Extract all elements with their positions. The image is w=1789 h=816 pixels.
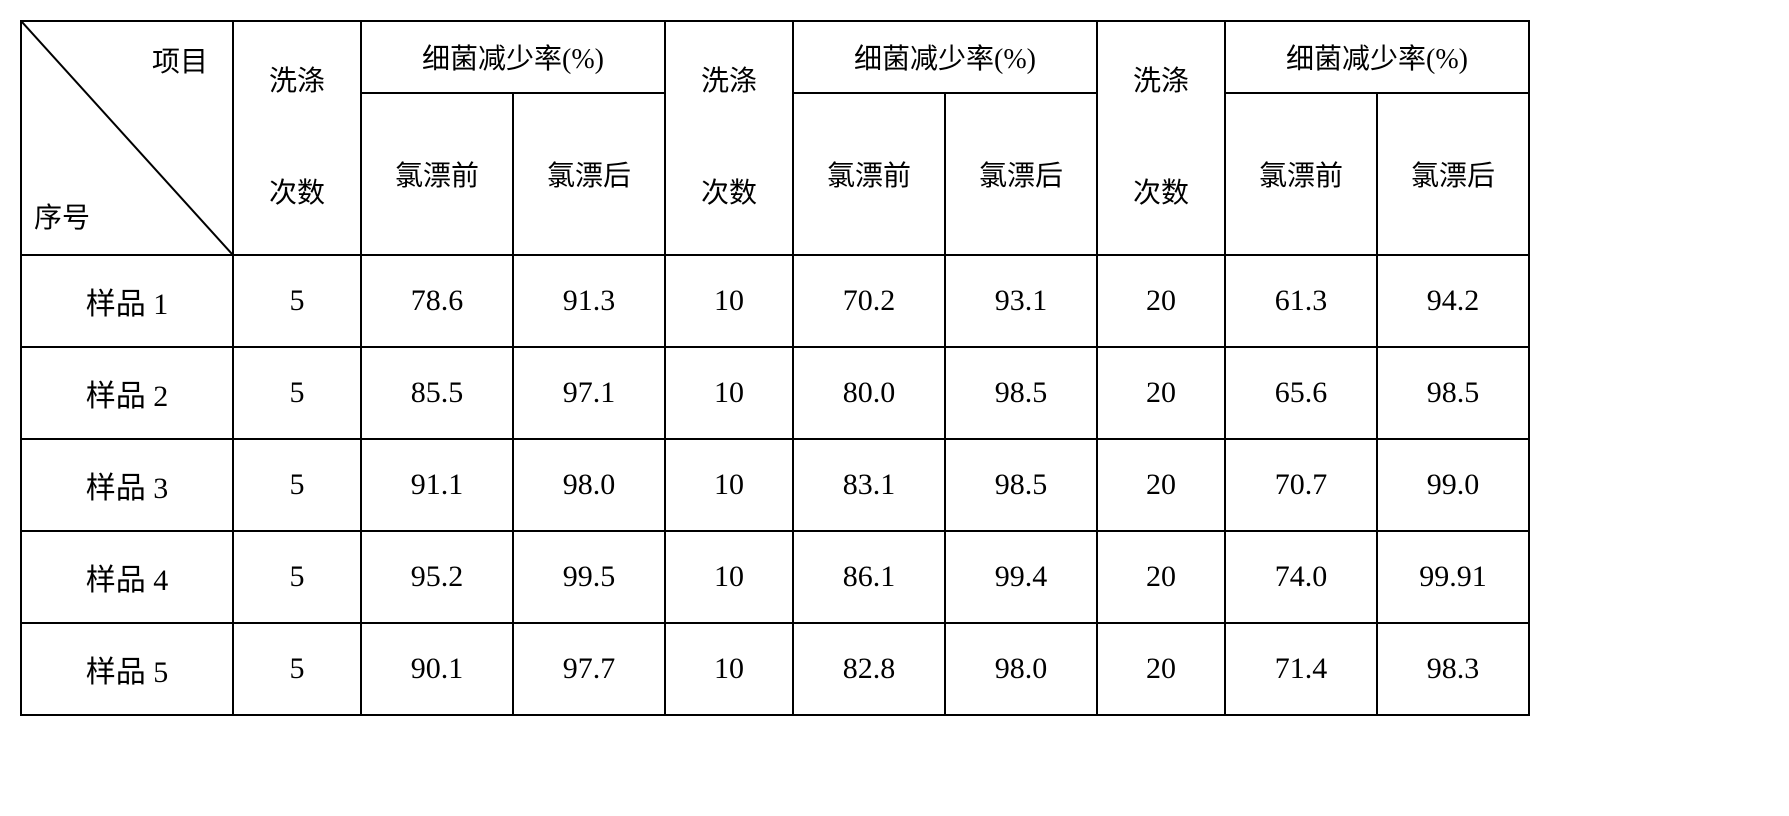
after-value-cell: 91.3 — [513, 255, 665, 347]
before-value-cell: 85.5 — [361, 347, 513, 439]
after-chlorine-2: 氯漂后 — [945, 93, 1097, 255]
before-value-cell: 82.8 — [793, 623, 945, 715]
wash-count-cell: 20 — [1097, 623, 1225, 715]
after-value-cell: 97.1 — [513, 347, 665, 439]
row-label: 样品 2 — [21, 347, 233, 439]
wash-count-cell: 5 — [233, 347, 361, 439]
before-chlorine-2: 氯漂前 — [793, 93, 945, 255]
after-value-cell: 94.2 — [1377, 255, 1529, 347]
before-value-cell: 71.4 — [1225, 623, 1377, 715]
after-value-cell: 99.4 — [945, 531, 1097, 623]
before-value-cell: 65.6 — [1225, 347, 1377, 439]
after-value-cell: 98.5 — [945, 439, 1097, 531]
header-top-label: 项目 — [152, 40, 208, 80]
table-body: 样品 1578.691.31070.293.12061.394.2样品 2585… — [21, 255, 1529, 715]
before-value-cell: 91.1 — [361, 439, 513, 531]
diagonal-header-cell: 项目 序号 — [21, 21, 233, 255]
row-label: 样品 1 — [21, 255, 233, 347]
after-value-cell: 99.91 — [1377, 531, 1529, 623]
before-value-cell: 70.7 — [1225, 439, 1377, 531]
wash-count-cell: 5 — [233, 439, 361, 531]
before-value-cell: 61.3 — [1225, 255, 1377, 347]
before-value-cell: 86.1 — [793, 531, 945, 623]
before-value-cell: 80.0 — [793, 347, 945, 439]
wash-count-header-1: 洗涤 次数 — [233, 21, 361, 255]
after-value-cell: 98.5 — [945, 347, 1097, 439]
before-value-cell: 70.2 — [793, 255, 945, 347]
after-value-cell: 99.5 — [513, 531, 665, 623]
wash-count-cell: 20 — [1097, 531, 1225, 623]
after-value-cell: 97.7 — [513, 623, 665, 715]
after-value-cell: 98.5 — [1377, 347, 1529, 439]
before-chlorine-3: 氯漂前 — [1225, 93, 1377, 255]
after-value-cell: 98.3 — [1377, 623, 1529, 715]
bacteria-reduction-table: 项目 序号 洗涤 次数 细菌减少率(%) 洗涤 次数 细菌减少率(%) 洗涤 次… — [20, 20, 1530, 716]
wash-count-cell: 10 — [665, 531, 793, 623]
wash-count-cell: 5 — [233, 531, 361, 623]
wash-count-cell: 10 — [665, 347, 793, 439]
reduction-rate-header-2: 细菌减少率(%) — [793, 21, 1097, 93]
wash-count-cell: 10 — [665, 255, 793, 347]
header-row-1: 项目 序号 洗涤 次数 细菌减少率(%) 洗涤 次数 细菌减少率(%) 洗涤 次… — [21, 21, 1529, 93]
wash-line1: 洗涤 — [1133, 66, 1189, 97]
wash-line1: 洗涤 — [701, 66, 757, 97]
after-value-cell: 98.0 — [513, 439, 665, 531]
header-bottom-label: 序号 — [34, 196, 90, 236]
after-chlorine-1: 氯漂后 — [513, 93, 665, 255]
wash-count-cell: 10 — [665, 623, 793, 715]
wash-count-cell: 20 — [1097, 347, 1225, 439]
wash-count-cell: 20 — [1097, 439, 1225, 531]
table-row: 样品 1578.691.31070.293.12061.394.2 — [21, 255, 1529, 347]
data-table-container: 项目 序号 洗涤 次数 细菌减少率(%) 洗涤 次数 细菌减少率(%) 洗涤 次… — [20, 20, 1530, 716]
wash-count-cell: 10 — [665, 439, 793, 531]
wash-line1: 洗涤 — [269, 66, 325, 97]
reduction-rate-header-1: 细菌减少率(%) — [361, 21, 665, 93]
wash-line2: 次数 — [701, 178, 757, 209]
wash-count-cell: 5 — [233, 623, 361, 715]
wash-count-cell: 20 — [1097, 255, 1225, 347]
before-value-cell: 83.1 — [793, 439, 945, 531]
reduction-rate-header-3: 细菌减少率(%) — [1225, 21, 1529, 93]
after-value-cell: 99.0 — [1377, 439, 1529, 531]
after-value-cell: 93.1 — [945, 255, 1097, 347]
before-value-cell: 74.0 — [1225, 531, 1377, 623]
after-value-cell: 98.0 — [945, 623, 1097, 715]
table-row: 样品 5590.197.71082.898.02071.498.3 — [21, 623, 1529, 715]
row-label: 样品 3 — [21, 439, 233, 531]
before-value-cell: 78.6 — [361, 255, 513, 347]
row-label: 样品 5 — [21, 623, 233, 715]
after-chlorine-3: 氯漂后 — [1377, 93, 1529, 255]
before-chlorine-1: 氯漂前 — [361, 93, 513, 255]
wash-line2: 次数 — [1133, 178, 1189, 209]
before-value-cell: 90.1 — [361, 623, 513, 715]
wash-count-cell: 5 — [233, 255, 361, 347]
table-row: 样品 3591.198.01083.198.52070.799.0 — [21, 439, 1529, 531]
wash-count-header-2: 洗涤 次数 — [665, 21, 793, 255]
row-label: 样品 4 — [21, 531, 233, 623]
table-row: 样品 4595.299.51086.199.42074.099.91 — [21, 531, 1529, 623]
before-value-cell: 95.2 — [361, 531, 513, 623]
table-row: 样品 2585.597.11080.098.52065.698.5 — [21, 347, 1529, 439]
wash-line2: 次数 — [269, 178, 325, 209]
wash-count-header-3: 洗涤 次数 — [1097, 21, 1225, 255]
